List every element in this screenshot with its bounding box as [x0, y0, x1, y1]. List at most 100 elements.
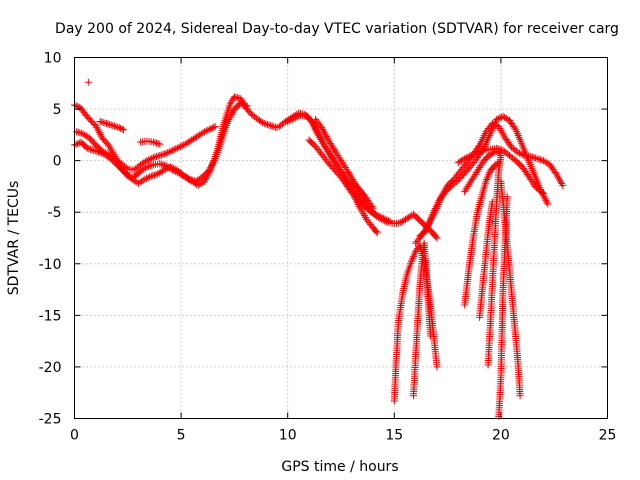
data-point: [493, 147, 501, 155]
data-point: [93, 123, 101, 131]
axis-ticks: 0 5 10 15 20 25 10 5 0 -5 -10 -15 -20 -25: [39, 51, 617, 444]
x-tick-label: 25: [599, 428, 617, 444]
series-track-11: [348, 177, 377, 212]
data-point: [146, 173, 154, 181]
data-point: [149, 172, 157, 180]
data-point: [172, 145, 180, 153]
data-point: [528, 153, 536, 161]
data-point: [101, 149, 109, 157]
series-track-05: [137, 137, 164, 148]
data-point: [353, 197, 361, 205]
data-point: [479, 187, 487, 195]
data-point: [538, 156, 546, 164]
data-point: [159, 161, 167, 169]
data-point: [424, 221, 432, 229]
data-point: [238, 100, 246, 108]
y-tick-label: -20: [39, 360, 62, 376]
y-tick-label: -25: [39, 412, 62, 428]
data-point: [318, 135, 326, 143]
data-point: [378, 214, 386, 222]
data-point: [433, 234, 441, 242]
data-point: [427, 332, 435, 340]
data-point: [381, 215, 389, 223]
data-point: [160, 166, 168, 174]
data-point: [98, 147, 106, 155]
data-point: [204, 126, 212, 134]
data-point: [516, 392, 524, 400]
data-point: [268, 122, 276, 130]
data-point: [85, 145, 93, 153]
data-point: [482, 177, 490, 185]
y-tick-label: 5: [53, 102, 62, 118]
data-point: [383, 216, 391, 224]
data-point: [228, 96, 236, 104]
data-point: [480, 183, 488, 191]
data-point: [543, 198, 551, 206]
data-point: [157, 160, 165, 168]
data-point: [320, 141, 328, 149]
data-point: [538, 188, 546, 196]
data-point: [462, 154, 470, 162]
series-track-07: [275, 109, 441, 242]
data-point: [178, 142, 186, 150]
data-point: [151, 139, 159, 147]
data-point: [532, 154, 540, 162]
data-point: [478, 191, 486, 199]
data-point: [351, 193, 359, 201]
data-point: [530, 154, 538, 162]
data-point: [177, 142, 185, 150]
data-point: [175, 143, 183, 151]
data-point: [477, 195, 485, 203]
data-point: [409, 254, 417, 262]
data-point: [141, 158, 149, 166]
data-point: [373, 211, 381, 219]
data-point: [117, 124, 125, 132]
series-track-01: [71, 93, 281, 189]
series-track-20: [484, 151, 505, 369]
data-point: [110, 122, 118, 130]
data-point: [161, 150, 169, 158]
data-point: [164, 149, 172, 157]
data-point: [170, 146, 178, 154]
data-point: [311, 123, 319, 131]
data-point: [271, 123, 279, 131]
data-point: [156, 160, 164, 168]
data-point: [94, 125, 102, 133]
data-point: [169, 146, 177, 154]
data-point: [313, 127, 321, 135]
data-point: [209, 158, 217, 166]
data-point: [114, 123, 122, 131]
data-point: [72, 102, 80, 110]
series-track-14: [454, 144, 548, 198]
data-point: [103, 150, 111, 158]
data-point: [485, 170, 493, 178]
data-point: [159, 150, 167, 158]
series-track-18: [461, 159, 503, 309]
data-point: [226, 100, 234, 108]
data-point: [150, 171, 158, 179]
data-point: [145, 156, 153, 164]
data-point: [205, 167, 213, 175]
data-point: [173, 144, 181, 152]
data-point: [156, 140, 164, 148]
data-point: [467, 151, 475, 159]
x-axis-label: GPS time / hours: [281, 459, 398, 475]
data-point: [489, 149, 497, 157]
data-point: [384, 217, 392, 225]
data-point: [240, 100, 248, 108]
data-point: [475, 202, 483, 210]
data-point: [517, 150, 525, 158]
data-point: [290, 114, 298, 122]
data-point: [368, 203, 376, 211]
data-point: [497, 151, 505, 159]
x-tick-label: 0: [70, 428, 79, 444]
data-point: [207, 163, 215, 171]
data-point: [310, 121, 318, 129]
data-point: [314, 128, 322, 136]
data-point: [201, 128, 209, 136]
data-point: [88, 146, 96, 154]
data-point: [478, 193, 486, 201]
data-point: [486, 150, 494, 158]
data-point: [227, 98, 235, 106]
data-point: [536, 156, 544, 164]
